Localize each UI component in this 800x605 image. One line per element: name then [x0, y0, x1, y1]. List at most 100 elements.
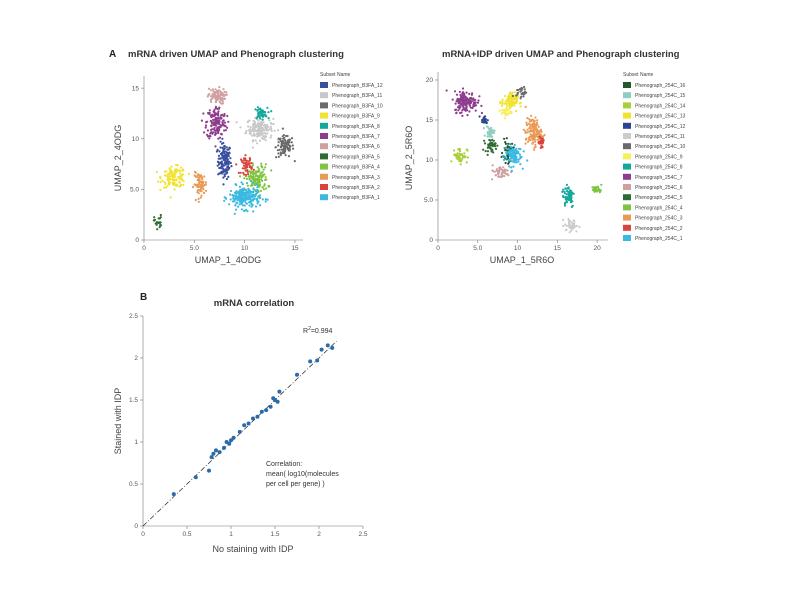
umap-mrna-idp-point — [455, 111, 458, 114]
umap-mrna-idp-point — [531, 118, 535, 121]
correlation-point — [271, 396, 276, 401]
umap-mrna-idp-point — [509, 145, 513, 149]
umap-mrna-point — [258, 115, 261, 118]
umap-mrna-point — [211, 132, 214, 135]
umap-mrna-point — [200, 180, 203, 183]
umap-mrna-point — [159, 188, 162, 192]
correlation-point — [259, 409, 264, 414]
umap-mrna-idp-point — [534, 135, 538, 138]
umap-mrna-idp-point — [481, 119, 484, 122]
umap-mrna-idp-point — [511, 149, 514, 152]
umap-mrna-idp-point — [531, 137, 534, 140]
umap-mrna-point — [206, 129, 209, 132]
umap-mrna-point — [228, 146, 231, 149]
umap-mrna-idp-point — [562, 188, 565, 191]
umap-mrna-point — [282, 137, 285, 140]
umap-mrna-idp-point — [518, 102, 522, 105]
umap-mrna-idp-point — [486, 119, 489, 122]
umap-mrna-idp-point — [568, 224, 571, 227]
umap-mrna-point — [214, 145, 217, 148]
panel-letter-b: B — [140, 292, 147, 303]
umap-mrna-point — [240, 198, 243, 201]
umap-mrna-idp-point — [506, 172, 509, 175]
umap-mrna-point — [226, 126, 229, 129]
umap-mrna-idp-point — [530, 124, 533, 127]
umap-mrna-idp-point — [486, 153, 489, 156]
umap-mrna-point — [202, 112, 205, 115]
umap-mrna-idp-point — [521, 167, 524, 170]
umap-mrna-point — [283, 143, 286, 146]
umap-mrna-idp-point — [570, 195, 573, 198]
umap-mrna-point — [214, 123, 217, 126]
umap-mrna-point — [220, 163, 223, 166]
umap-mrna-point — [217, 110, 220, 113]
umap-mrna-point — [212, 90, 215, 93]
umap-mrna-point — [250, 180, 253, 183]
umap-mrna-legend-label: Phenograph_B3FA_6 — [332, 144, 380, 150]
umap-mrna-idp-legend-label: Phenograph_254C_4 — [635, 205, 683, 211]
umap-mrna-point — [204, 126, 207, 129]
umap-mrna-idp-point — [504, 117, 507, 120]
umap-mrna-point — [200, 176, 204, 179]
umap-mrna-legend-swatch — [320, 112, 328, 119]
umap-mrna-idp-legend-label: Phenograph_254C_7 — [635, 175, 683, 181]
correlation-point — [242, 423, 247, 428]
umap-mrna-idp-point — [537, 125, 540, 128]
correlation-point — [214, 448, 218, 453]
umap-mrna-point — [213, 91, 216, 95]
umap-mrna-point — [181, 173, 184, 176]
umap-mrna-idp-point — [506, 105, 509, 108]
umap-mrna-idp-point — [462, 100, 465, 103]
umap-mrna-idp-point — [459, 99, 463, 102]
umap-mrna-idp-x-tick-label: 10 — [514, 245, 522, 252]
umap-mrna-idp-point — [507, 147, 510, 150]
umap-mrna-idp-point — [536, 119, 539, 122]
umap-mrna-idp-point — [470, 100, 473, 103]
umap-mrna-point — [230, 165, 233, 168]
umap-mrna-idp-point — [517, 150, 520, 153]
umap-mrna-idp-point — [501, 171, 504, 174]
umap-mrna-point — [259, 130, 262, 133]
panel-letter-a: A — [109, 49, 116, 60]
umap-mrna-point — [255, 132, 258, 136]
umap-mrna-idp-point — [476, 101, 480, 104]
umap-mrna-point — [222, 167, 225, 171]
umap-mrna-idp-point — [534, 140, 537, 143]
umap-mrna-point — [279, 151, 282, 154]
umap-mrna-idp-legend-label: Phenograph_254C_10 — [635, 144, 686, 150]
umap-mrna-idp-point — [510, 142, 514, 145]
umap-mrna-point — [248, 166, 252, 169]
umap-mrna-point — [250, 165, 253, 169]
umap-mrna-idp-point — [500, 175, 503, 179]
umap-mrna-point — [286, 139, 290, 142]
umap-mrna-point — [218, 89, 221, 92]
umap-mrna-idp-point — [459, 102, 462, 105]
umap-mrna-idp-point — [457, 100, 460, 103]
umap-mrna-idp-point — [505, 157, 508, 160]
umap-mrna-point — [277, 155, 280, 158]
umap-mrna-idp-point — [501, 100, 504, 103]
umap-mrna-idp-point — [500, 109, 503, 112]
umap-mrna-point — [246, 170, 249, 173]
umap-mrna-idp-point — [512, 158, 515, 161]
umap-mrna-idp-point — [504, 100, 507, 103]
umap-mrna-point — [273, 129, 276, 132]
umap-mrna-idp-legend-title: Subset Name — [623, 72, 654, 78]
umap-mrna-y-tick-label: 0 — [135, 237, 139, 244]
umap-mrna-idp-point — [499, 101, 502, 104]
umap-mrna-idp-point — [534, 143, 537, 146]
umap-mrna-point — [241, 204, 244, 207]
umap-mrna-idp-point — [569, 190, 572, 193]
umap-mrna-idp-point — [473, 104, 476, 107]
umap-mrna-x-ticks: 0 5.0 10 15 — [142, 240, 299, 252]
umap-mrna-idp-legend-swatch — [623, 204, 631, 211]
umap-mrna-idp-point — [532, 135, 535, 138]
umap-mrna-idp-point — [482, 127, 485, 130]
umap-mrna-legend-label: Phenograph_B3FA_1 — [332, 195, 380, 201]
umap-mrna-point — [223, 90, 226, 93]
umap-mrna-point — [165, 174, 168, 177]
umap-mrna-idp-point — [518, 88, 522, 91]
r-squared-sup: 2 — [308, 326, 311, 332]
umap-mrna-point — [223, 196, 226, 199]
umap-mrna-idp-point — [505, 137, 508, 140]
